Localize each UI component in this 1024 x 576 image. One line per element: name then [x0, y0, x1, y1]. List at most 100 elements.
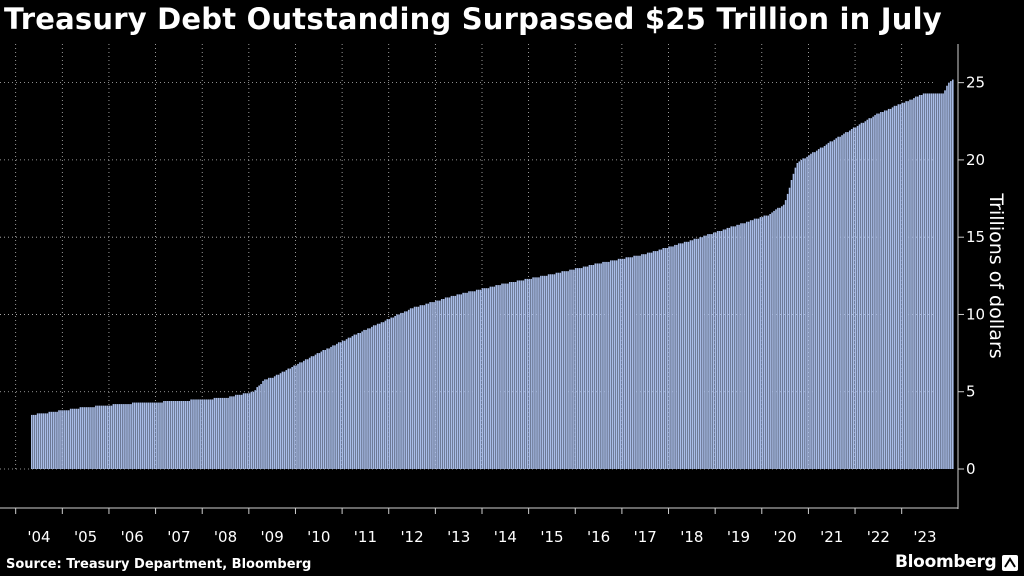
bar: [31, 414, 33, 469]
bar: [557, 272, 560, 469]
bar: [905, 101, 907, 470]
bar: [732, 226, 735, 469]
bar: [38, 413, 41, 469]
bar: [843, 133, 845, 469]
bar: [353, 334, 356, 469]
bar: [678, 243, 680, 469]
bar: [60, 410, 62, 469]
bar: [670, 246, 672, 469]
bar: [58, 410, 60, 469]
bar: [343, 340, 346, 469]
bar: [466, 292, 468, 469]
bar: [67, 410, 70, 469]
x-tick-label: '12: [400, 528, 423, 546]
bar: [736, 224, 738, 469]
x-tick-label: '04: [27, 528, 50, 546]
bar: [334, 345, 336, 469]
bar: [460, 294, 462, 469]
bar: [833, 139, 836, 469]
bar: [159, 402, 161, 469]
bar: [69, 408, 72, 469]
bar: [503, 283, 505, 469]
bar: [326, 348, 328, 469]
bar: [567, 271, 569, 469]
bar: [322, 350, 325, 469]
bar: [157, 402, 159, 469]
bar: [841, 135, 843, 469]
bar: [108, 405, 111, 469]
bar: [448, 297, 451, 469]
bar: [304, 359, 307, 469]
bar: [629, 257, 632, 469]
bar: [83, 407, 86, 469]
bar: [312, 356, 315, 469]
bar: [201, 399, 204, 469]
bar: [685, 241, 688, 469]
bar: [860, 122, 863, 469]
bar: [324, 350, 326, 469]
bar: [176, 401, 179, 469]
bar: [815, 150, 818, 469]
bar: [440, 299, 443, 469]
bar: [666, 248, 668, 469]
bar: [932, 93, 935, 469]
bar: [406, 311, 408, 469]
bar: [211, 399, 214, 469]
bar: [940, 93, 942, 469]
bar: [450, 295, 453, 469]
bar: [693, 238, 696, 469]
x-tick-label: '13: [447, 528, 470, 546]
bar: [518, 280, 521, 469]
bar: [233, 396, 235, 469]
bar: [372, 325, 375, 469]
bar: [244, 393, 247, 469]
bar: [510, 282, 513, 469]
bar: [613, 260, 616, 469]
bar: [367, 328, 369, 469]
bar: [203, 399, 206, 469]
bar: [800, 159, 803, 469]
bar: [287, 368, 290, 469]
source-note: Source: Treasury Department, Bloomberg: [6, 557, 312, 572]
bar: [266, 379, 268, 469]
bar: [382, 322, 385, 469]
bar: [590, 265, 593, 469]
bar: [143, 402, 146, 469]
bar: [829, 141, 832, 470]
bar: [598, 263, 600, 469]
chart-title: Treasury Debt Outstanding Surpassed $25 …: [4, 2, 942, 36]
bar: [153, 402, 156, 469]
bar: [643, 254, 645, 469]
bar: [883, 110, 886, 469]
bar: [553, 274, 556, 469]
bar: [268, 377, 270, 469]
bar: [141, 402, 144, 469]
bar: [227, 397, 229, 469]
bar: [773, 210, 775, 469]
bar: [716, 231, 719, 469]
bar: [444, 297, 447, 469]
bar: [320, 351, 323, 469]
bar: [118, 404, 121, 469]
bar: [576, 268, 579, 469]
bar: [635, 255, 637, 469]
bar: [522, 280, 525, 469]
bar: [149, 402, 152, 469]
bar: [889, 108, 892, 469]
x-tick-label: '09: [261, 528, 284, 546]
bar: [802, 158, 804, 470]
bar: [775, 209, 777, 470]
bar: [475, 289, 478, 469]
bar: [730, 226, 733, 469]
bar: [355, 334, 358, 469]
bar: [411, 308, 414, 469]
bar: [711, 234, 713, 469]
bar: [746, 221, 748, 469]
bar: [404, 311, 406, 469]
bar: [52, 411, 54, 469]
y-axis-ticks: 0 5 10 15 20 25: [958, 74, 985, 478]
bar: [683, 241, 686, 469]
bar: [569, 269, 571, 469]
bar: [512, 282, 515, 469]
bar: [415, 306, 418, 469]
